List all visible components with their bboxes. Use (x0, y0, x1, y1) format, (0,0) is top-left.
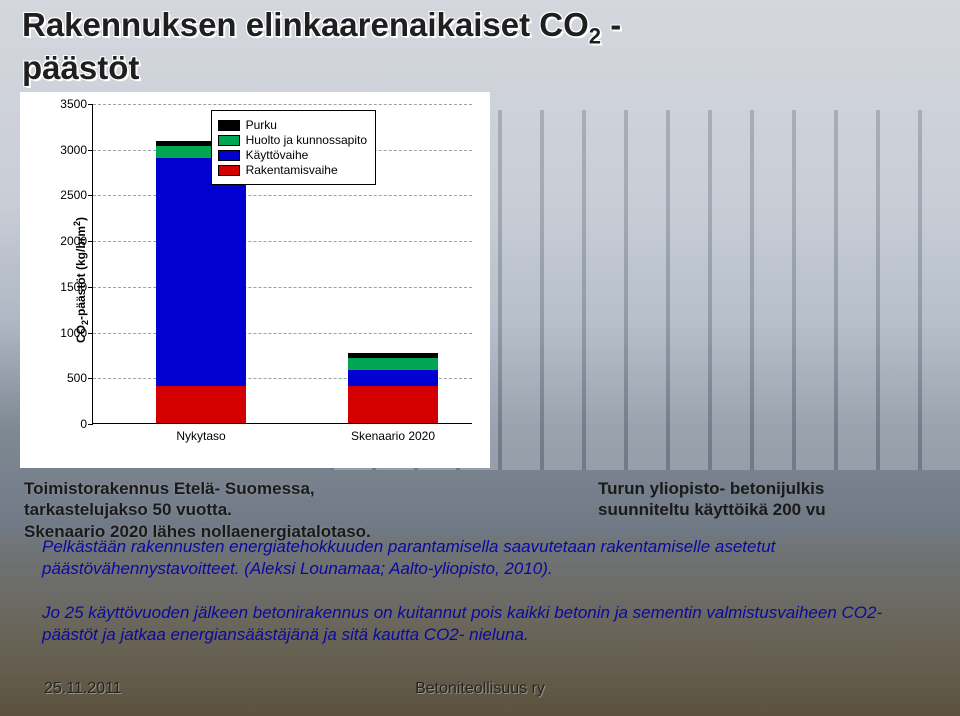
legend-swatch (218, 120, 240, 131)
legend-label: Käyttövaihe (246, 148, 309, 162)
chart-ytick-label: 2500 (60, 188, 87, 202)
legend-label: Rakentamisvaihe (246, 163, 338, 177)
caption-right: Turun yliopisto- betonijulkissuunniteltu… (598, 478, 960, 521)
legend-item: Purku (218, 118, 367, 132)
legend-swatch (218, 165, 240, 176)
chart-legend: PurkuHuolto ja kunnossapitoKäyttövaiheRa… (211, 110, 376, 185)
chart-bar-segment-huolto (348, 358, 438, 370)
caption-left: Toimistorakennus Etelä- Suomessa,tarkast… (24, 478, 534, 542)
chart-ytick-label: 2000 (60, 234, 87, 248)
chart-bar-segment-rakentamisvaihe (156, 386, 246, 423)
chart-ytick-label: 3000 (60, 143, 87, 157)
chart-ytick-label: 0 (80, 417, 87, 431)
footer-date: 25.11.2011 (44, 680, 122, 698)
legend-item: Huolto ja kunnossapito (218, 133, 367, 147)
chart-gridline (93, 195, 472, 196)
chart-gridline (93, 333, 472, 334)
paragraph-2: Jo 25 käyttövuoden jälkeen betonirakennu… (42, 602, 922, 646)
chart-bar-segment-kayttovaihe (156, 158, 246, 387)
paragraph-1: Pelkästään rakennusten energiatehokkuude… (42, 536, 922, 580)
page-title: Rakennuksen elinkaarenaikaiset CO2 - pää… (22, 6, 621, 87)
chart-bar-segment-purku (348, 353, 438, 358)
legend-item: Rakentamisvaihe (218, 163, 367, 177)
title-part-a: Rakennuksen elinkaarenaikaiset CO (22, 6, 589, 43)
chart-bar: Skenaario 2020 (348, 353, 438, 423)
chart-xcategory-label: Nykytaso (141, 429, 261, 443)
chart-xcategory-label: Skenaario 2020 (333, 429, 453, 443)
chart-ytick-label: 3500 (60, 97, 87, 111)
chart-gridline (93, 104, 472, 105)
legend-swatch (218, 150, 240, 161)
legend-swatch (218, 135, 240, 146)
chart-bar-segment-rakentamisvaihe (348, 386, 438, 423)
title-part-b: - (601, 6, 621, 43)
title-line2: päästöt (22, 49, 139, 86)
chart-ytick-label: 1000 (60, 326, 87, 340)
title-subscript: 2 (589, 24, 601, 49)
emissions-chart: CO2-päästöt (kg/brm2) 050010001500200025… (20, 92, 490, 468)
legend-item: Käyttövaihe (218, 148, 367, 162)
legend-label: Purku (246, 118, 277, 132)
chart-ytick-label: 1500 (60, 280, 87, 294)
chart-gridline (93, 287, 472, 288)
legend-label: Huolto ja kunnossapito (246, 133, 367, 147)
chart-gridline (93, 241, 472, 242)
chart-bar-segment-kayttovaihe (348, 370, 438, 386)
footer-org: Betoniteollisuus ry (415, 680, 545, 698)
chart-ytick-label: 500 (67, 371, 87, 385)
